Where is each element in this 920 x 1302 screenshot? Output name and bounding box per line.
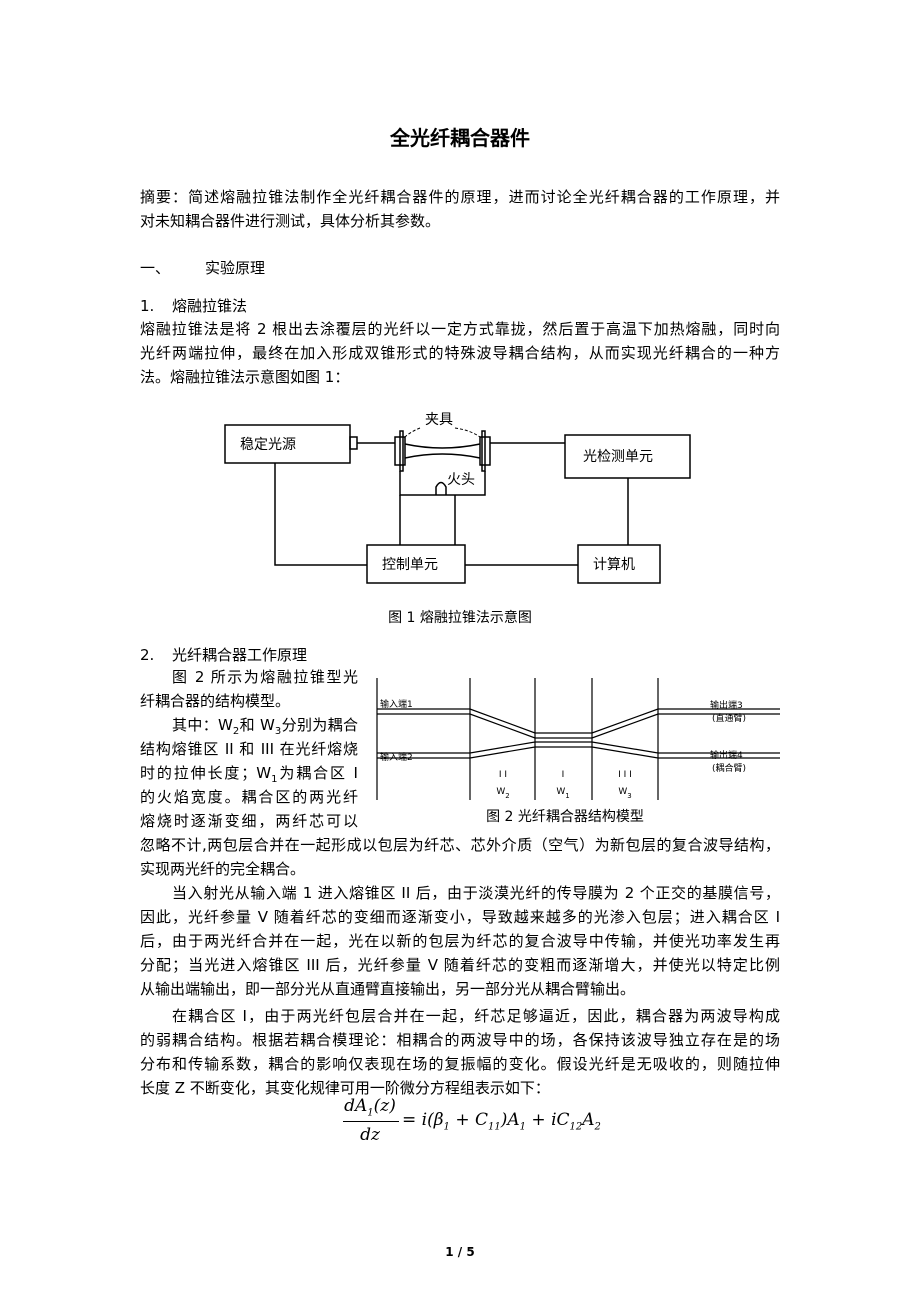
figure-label: 计算机 (593, 557, 635, 573)
subscript: 1 (443, 1121, 450, 1133)
section-title: 实验原理 (205, 259, 266, 277)
paragraph-line: 长度 Z 不断变化，其变化规律可用一阶微分方程组表示如下： (140, 1079, 550, 1097)
subsection-number: 2. (140, 646, 155, 664)
text-run: + C (449, 1110, 488, 1130)
subscript: 11 (487, 1121, 501, 1133)
subscript: 1 (271, 774, 278, 785)
text-run: = i(β (402, 1110, 444, 1130)
text-run: )A (500, 1110, 520, 1130)
paragraph-line: 光纤两端拉伸，最终在加入形成双锥形式的特殊波导耦合结构，从而实现光纤耦合的一种方 (140, 344, 780, 362)
paragraph-line: 时的拉伸长度；W1为耦合区 I (140, 761, 358, 785)
paragraph-line: 纤耦合器的结构模型。 (140, 692, 291, 710)
text-run: 为耦合区 I (277, 764, 358, 782)
subsection-title: 光纤耦合器工作原理 (172, 646, 308, 664)
paragraph-line: 熔烧时逐渐变细，两纤芯可以 (140, 812, 358, 830)
figure-label: 输入端1 (380, 698, 413, 710)
paragraph-line: 在耦合区 I，由于两光纤包层合并在一起，纤芯足够逼近，因此，耦合器为两波导构成 (172, 1007, 780, 1025)
figure-caption: 图 1 熔融拉锥法示意图 (388, 610, 532, 626)
subsection-title: 熔融拉锥法 (172, 297, 248, 315)
wire (274, 463, 367, 566)
subscript: 1 (367, 1107, 374, 1119)
box (366, 544, 466, 584)
paragraph-line: 当入射光从输入端 1 进入熔锥区 II 后，由于淡漠光纤的传导膜为 2 个正交的… (172, 884, 780, 902)
section-number: 一、 (140, 259, 171, 277)
wire (399, 495, 456, 545)
text-run: 其中：W (172, 716, 233, 734)
subscript: 1 (519, 1121, 527, 1133)
figure-label: I I (499, 770, 507, 780)
equation-denominator: dz (360, 1125, 380, 1145)
paragraph-line: 的弱耦合结构。根据若耦合模理论：相耦合的两波导中的场，各保持该波导独立存在是的场 (140, 1031, 780, 1049)
figure-caption: 图 2 光纤耦合器结构模型 (486, 809, 644, 825)
connector (349, 436, 358, 450)
figure-label: 光检测单元 (583, 449, 653, 465)
abstract-line: 对未知耦合器件进行测试，具体分析其参数。 (140, 212, 441, 230)
figure-label: 输出端4 (710, 749, 743, 761)
figure-label: 夹具 (425, 412, 453, 428)
text-run: 和 W (239, 716, 275, 734)
fiber (377, 741, 780, 759)
text-run: W (496, 787, 505, 797)
figure-label: 稳定光源 (240, 437, 296, 453)
text-run: 分别为耦合 (281, 716, 358, 734)
paragraph-line: 分布和传输系数，耦合的影响仅表现在场的复振幅的变化。假设光纤是无吸收的，则随拉伸 (140, 1055, 780, 1073)
zone-line (376, 678, 659, 800)
subscript: 2 (232, 726, 240, 737)
paragraph-line: 的火焰宽度。耦合区的两光纤 (140, 788, 358, 806)
figure-label: I (562, 770, 565, 780)
doc-title: 全光纤耦合器件 (390, 126, 530, 150)
subscript: 1 (565, 792, 569, 800)
figure-2 (376, 678, 780, 800)
figure-label: W3 (618, 787, 631, 800)
box (577, 544, 661, 584)
subsection-number: 1. (140, 297, 155, 315)
figure-label: 控制单元 (382, 557, 438, 573)
paragraph-line: 熔融拉锥法是将 2 根出去涂覆层的光纤以一定方式靠拢，然后置于高温下加热熔融，同… (140, 320, 780, 338)
subscript: 3 (274, 726, 282, 737)
text-run: A (582, 1110, 595, 1130)
figure-label: (直通臂) (712, 712, 746, 724)
pointer (404, 427, 481, 438)
paragraph-line: 图 2 所示为熔融拉锥型光 (172, 668, 358, 686)
fiber (377, 708, 780, 739)
page-number: 1 / 5 (445, 1245, 475, 1259)
paragraph-line: 结构熔锥区 II 和 III 在光纤熔烧 (140, 740, 358, 758)
paragraph-line: 其中：W2和 W3分别为耦合 (172, 713, 358, 737)
clamp (399, 430, 404, 472)
equation-numerator: dA1(z) (340, 1094, 400, 1118)
taper (404, 443, 481, 459)
paragraph-line: 后，由于两光纤合并在一起，光在以新的包层为纤芯的复合波导中传输，并使光功率发生再 (140, 932, 780, 950)
text-run: + iC (526, 1110, 570, 1130)
figure-label: (耦合臂) (712, 762, 746, 774)
paragraph-line: 分配；当光进入熔锥区 III 后，光纤参量 V 随着纤芯的变粗而逐渐增大，并使光… (140, 956, 780, 974)
figure-label: 输入端2 (380, 751, 413, 763)
figure-1 (224, 424, 691, 584)
figure-label: 火头 (447, 472, 475, 488)
abstract-line: 摘要：简述熔融拉锥法制作全光纤耦合器件的原理，进而讨论全光纤耦合器的工作原理，并 (140, 188, 780, 206)
frame (399, 471, 486, 496)
subscript: 3 (627, 792, 631, 800)
subscript: 2 (594, 1121, 601, 1133)
text-run: W (556, 787, 565, 797)
text-run: W (618, 787, 627, 797)
figure-label: W2 (496, 787, 509, 800)
figure-label: W1 (556, 787, 569, 800)
paragraph-line: 因此，光纤参量 V 随着纤芯的变细而逐渐变小，导致越来越多的光渗入包层；进入耦合… (140, 908, 780, 926)
equation-rhs: = i(β1 + C11)A1 + iC12A2 (402, 1108, 601, 1132)
text-run: 时的拉伸长度；W (140, 764, 272, 782)
text-run: (z) (373, 1096, 396, 1116)
clamp (481, 430, 486, 472)
figure-label: 输出端3 (710, 699, 743, 711)
paragraph-line: 从输出端输出，即一部分光从直通臂直接输出，另一部分光从耦合臂输出。 (140, 980, 636, 998)
paragraph-line: 法。熔融拉锥法示意图如图 1： (140, 368, 350, 386)
fraction-bar (343, 1121, 399, 1122)
text-run: dA (344, 1096, 368, 1116)
subscript: 2 (505, 792, 509, 800)
paragraph-line: 实现两光纤的完全耦合。 (140, 860, 306, 878)
subscript: 12 (569, 1121, 583, 1133)
paragraph-line: 忽略不计,两包层合并在一起形成以包层为纤芯、芯外介质（空气）为新包层的复合波导结… (140, 836, 780, 854)
figure-label: I I I (618, 770, 632, 780)
